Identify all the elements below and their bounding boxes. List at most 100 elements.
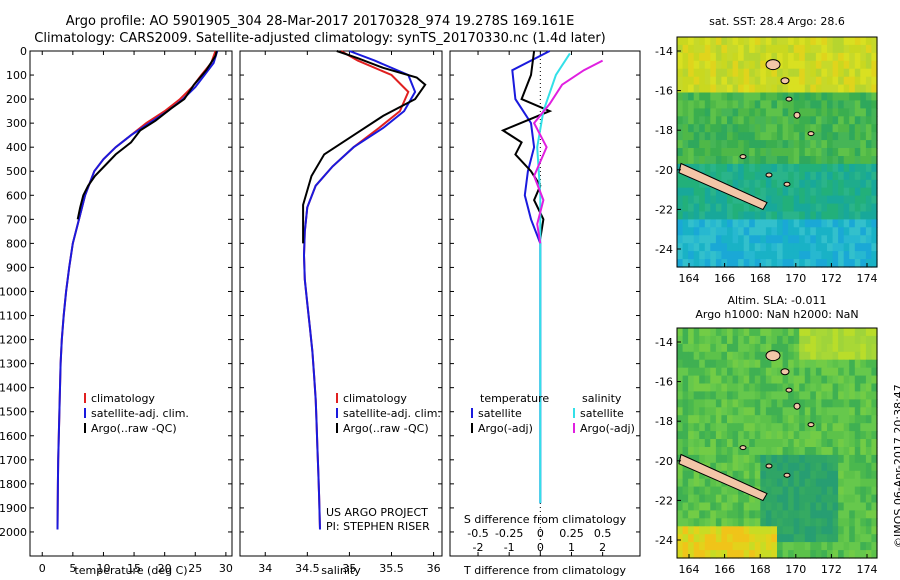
map-cell xyxy=(677,328,684,337)
map-cell xyxy=(843,100,850,109)
map-cell xyxy=(704,534,711,543)
map-cell xyxy=(727,431,734,440)
map-cell xyxy=(849,447,856,456)
map-cell xyxy=(749,415,756,424)
series-line-argo--adj- xyxy=(500,50,553,239)
map-cell xyxy=(838,243,845,252)
map-cell xyxy=(688,359,695,369)
map-cell xyxy=(793,550,800,559)
map-cell xyxy=(793,518,800,527)
map-cell xyxy=(738,235,745,244)
map-cell xyxy=(821,84,828,94)
map-cell xyxy=(815,195,823,205)
map-cell xyxy=(815,486,823,496)
map-cell xyxy=(815,415,823,424)
map-cell xyxy=(677,211,684,220)
map-cell xyxy=(799,187,806,197)
map-cell xyxy=(682,148,689,157)
map-cell xyxy=(688,550,695,559)
map-cell xyxy=(777,462,784,472)
map-cell xyxy=(838,534,845,543)
map-cell xyxy=(727,76,734,86)
map-cell xyxy=(749,462,756,472)
map-cell xyxy=(749,132,756,141)
map-cell xyxy=(743,92,750,101)
map-cell xyxy=(682,343,689,353)
map-cell xyxy=(799,108,806,117)
map-cell xyxy=(677,124,684,133)
map-cell xyxy=(865,219,873,228)
map-cell xyxy=(743,108,750,117)
map-cell xyxy=(804,391,811,400)
map-cell xyxy=(793,359,800,369)
map-cell xyxy=(699,219,706,228)
map-cell xyxy=(871,399,878,408)
map-cell xyxy=(871,235,878,244)
map-cell xyxy=(793,68,800,78)
map-cell xyxy=(682,140,689,149)
map-cell xyxy=(771,132,778,141)
map-cell xyxy=(743,84,750,94)
map-cell xyxy=(754,359,761,369)
map-cell xyxy=(749,44,756,54)
map-cell xyxy=(782,439,789,448)
map-cell xyxy=(838,219,845,228)
map-cell xyxy=(727,171,734,181)
map-cell xyxy=(682,76,689,86)
map-cell xyxy=(838,100,845,109)
map-cell xyxy=(810,526,817,535)
map-cell xyxy=(854,367,861,377)
map-cell xyxy=(838,187,845,197)
map-cell xyxy=(832,251,839,260)
map-cell xyxy=(865,37,873,46)
map-cell xyxy=(832,235,839,244)
map-cell xyxy=(682,179,689,189)
map-cell xyxy=(760,84,767,94)
map-cell xyxy=(760,431,767,440)
plot-frame xyxy=(29,50,233,557)
map-cell xyxy=(715,52,723,62)
map-cell xyxy=(710,227,717,236)
map-cell xyxy=(838,423,845,432)
map-cell xyxy=(854,415,861,424)
map-cell xyxy=(860,407,867,416)
map-cell xyxy=(754,108,761,117)
map-cell xyxy=(732,423,739,432)
map-cell xyxy=(693,243,700,252)
map-cell xyxy=(838,259,845,268)
map-cell xyxy=(727,60,734,70)
island xyxy=(785,96,793,102)
map-cell xyxy=(732,343,739,353)
map-cell xyxy=(715,534,723,543)
map-cell xyxy=(821,148,828,157)
map-cell xyxy=(771,37,778,46)
map-cell xyxy=(810,423,817,432)
map-cell xyxy=(732,526,739,535)
map-cell xyxy=(732,140,739,149)
map-cell xyxy=(699,52,706,62)
map-cell xyxy=(777,502,784,511)
map-cell xyxy=(815,407,823,416)
map-cell xyxy=(804,335,811,345)
map-cell xyxy=(854,243,861,252)
map-cell xyxy=(771,486,778,496)
map-cell xyxy=(782,478,789,488)
map-cell xyxy=(793,84,800,94)
map-cell xyxy=(738,211,745,220)
map-cell xyxy=(682,351,689,361)
map-cell xyxy=(854,203,861,213)
map-cell xyxy=(821,259,828,268)
map-cell xyxy=(854,486,861,496)
map-cell xyxy=(860,391,867,400)
map-cell xyxy=(738,343,745,353)
map-cell xyxy=(860,542,867,551)
map-cell xyxy=(854,100,861,109)
map-cell xyxy=(838,494,845,504)
map-cell xyxy=(704,478,711,488)
map-cell xyxy=(710,163,717,173)
map-cell xyxy=(782,44,789,54)
series-line-argo---raw--qc- xyxy=(302,50,427,244)
map-cell xyxy=(815,251,823,260)
map-cell xyxy=(771,542,778,551)
map-cell xyxy=(704,486,711,496)
